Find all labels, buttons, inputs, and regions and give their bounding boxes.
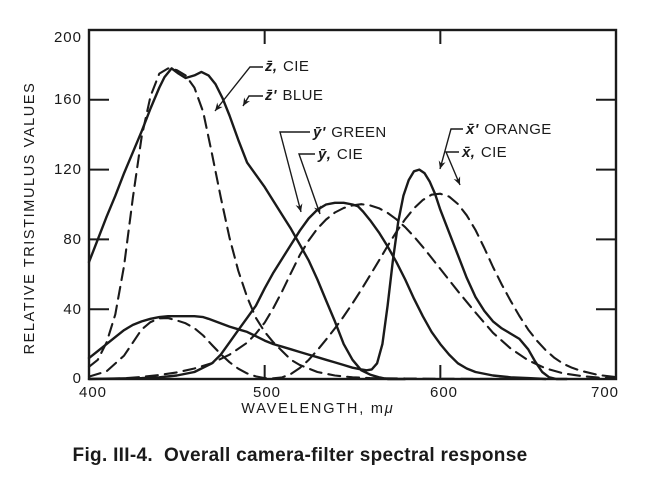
x-tick-label: 500 — [252, 384, 282, 401]
y-tick-label: 160 — [53, 91, 82, 108]
y-tick-label: 40 — [63, 301, 82, 318]
curve-label-z-cie: z̄, CIE — [265, 58, 309, 75]
x-axis-title-text: WAVELENGTH, m — [241, 401, 385, 417]
curve-y-cie — [87, 203, 618, 381]
curve-x-cie — [87, 192, 618, 380]
curve-label-text: ORANGE — [479, 121, 552, 138]
leader-line-y-green — [279, 131, 310, 213]
figure-caption: Fig. III-4. Overall camera-filter spectr… — [72, 445, 528, 466]
leader-line-z-blue — [242, 95, 263, 107]
x-tick-label: 400 — [78, 384, 108, 401]
curve-x-orange — [87, 168, 568, 381]
curve-label-x-orange: x̄' ORANGE — [466, 121, 552, 138]
axis-ticks — [89, 30, 616, 379]
x-tick-label: 700 — [590, 384, 620, 401]
leader-line-x-cie — [444, 151, 461, 186]
y-tick-label: 120 — [53, 161, 82, 178]
y-tick-label: 0 — [72, 370, 82, 387]
x-axis-title: WAVELENGTH, mμ — [167, 401, 467, 417]
curve-label-text: BLUE — [277, 87, 324, 104]
leader-line-x-orange — [438, 128, 463, 170]
y-tick-label: 200 — [53, 29, 82, 46]
curve-z-blue — [87, 67, 407, 381]
curve-y-green — [87, 201, 547, 381]
curve-label-text: GREEN — [326, 124, 387, 141]
leader-lines-group — [214, 66, 463, 215]
curve-symbol: ȳ, — [318, 146, 332, 163]
mu-symbol: μ — [384, 401, 393, 417]
curve-symbol: x̄' — [466, 121, 479, 138]
curve-label-text: CIE — [332, 146, 364, 163]
curve-symbol: z̄' — [265, 87, 277, 104]
curve-symbol: z̄, — [265, 58, 278, 75]
curves-group — [87, 67, 618, 381]
curve-label-text: CIE — [278, 58, 310, 75]
curve-symbol: ȳ' — [313, 124, 326, 141]
curve-symbol: x̄, — [462, 144, 476, 161]
curve-label-y-cie: ȳ, CIE — [318, 146, 363, 163]
x-tick-label: 600 — [429, 384, 459, 401]
curve-label-text: CIE — [476, 144, 508, 161]
leader-line-y-cie — [298, 153, 321, 215]
leader-line-z-cie — [214, 66, 263, 112]
curve-label-x-cie: x̄, CIE — [462, 144, 507, 161]
curve-label-y-green: ȳ' GREEN — [313, 124, 387, 141]
y-axis-title: RELATIVE TRISTIMULUS VALUES — [22, 81, 38, 355]
plot-border — [87, 28, 618, 381]
curve-label-z-blue: z̄' BLUE — [265, 87, 323, 104]
curve-z-cie — [87, 67, 618, 381]
y-tick-label: 80 — [63, 231, 82, 248]
